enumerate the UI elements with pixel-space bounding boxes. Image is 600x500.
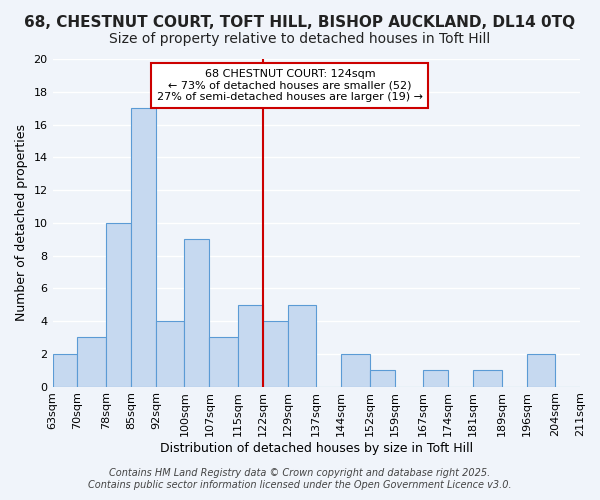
Bar (156, 321, 184, 386)
Bar (288, 304, 316, 386)
Bar (263, 321, 288, 386)
Text: 68 CHESTNUT COURT: 124sqm
← 73% of detached houses are smaller (52)
27% of semi-: 68 CHESTNUT COURT: 124sqm ← 73% of detac… (157, 69, 423, 102)
Bar (527, 354, 555, 386)
X-axis label: Distribution of detached houses by size in Toft Hill: Distribution of detached houses by size … (160, 442, 473, 455)
Text: Contains HM Land Registry data © Crown copyright and database right 2025.
Contai: Contains HM Land Registry data © Crown c… (88, 468, 512, 490)
Text: Size of property relative to detached houses in Toft Hill: Size of property relative to detached ho… (109, 32, 491, 46)
Bar (423, 370, 448, 386)
Bar (341, 354, 370, 386)
Bar (370, 370, 395, 386)
Text: 68, CHESTNUT COURT, TOFT HILL, BISHOP AUCKLAND, DL14 0TQ: 68, CHESTNUT COURT, TOFT HILL, BISHOP AU… (25, 15, 575, 30)
Bar (131, 108, 156, 386)
Bar (209, 338, 238, 386)
Bar (53, 354, 77, 386)
Bar (473, 370, 502, 386)
Bar (184, 239, 209, 386)
Bar (238, 304, 263, 386)
Y-axis label: Number of detached properties: Number of detached properties (15, 124, 28, 322)
Bar (77, 338, 106, 386)
Bar (106, 223, 131, 386)
